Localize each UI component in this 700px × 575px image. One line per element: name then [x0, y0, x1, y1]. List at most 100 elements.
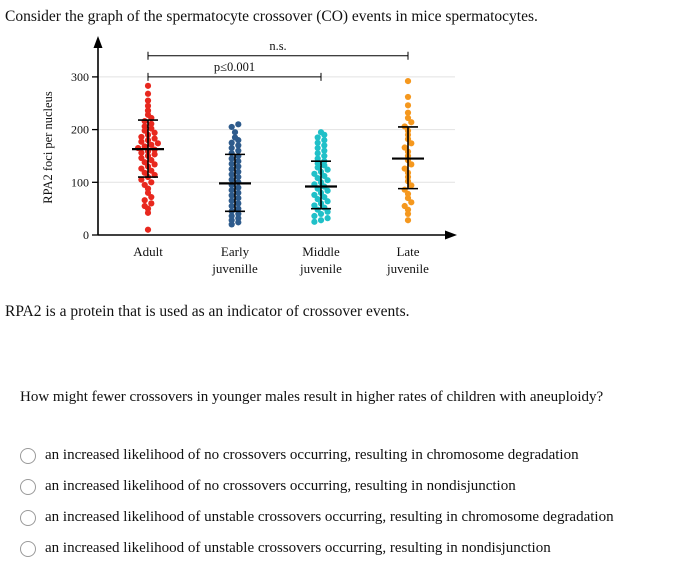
data-point: [228, 187, 235, 194]
data-point: [138, 154, 145, 162]
data-point: [235, 173, 242, 181]
data-point: [228, 192, 235, 199]
data-point: [151, 129, 158, 136]
data-point: [148, 125, 155, 132]
data-point: [401, 165, 408, 172]
data-point: [311, 170, 318, 177]
data-point: [144, 97, 152, 104]
radio-button[interactable]: [20, 540, 36, 557]
answer-label: an increased likelihood of unstable cros…: [45, 540, 551, 556]
data-point: [141, 159, 148, 166]
data-point: [231, 129, 239, 136]
data-point: [321, 137, 328, 144]
data-point: [408, 119, 415, 126]
data-point: [148, 193, 155, 201]
y-tick-label: 200: [71, 123, 89, 137]
x-category-label: juvenille: [211, 261, 258, 276]
data-point: [228, 212, 235, 220]
data-point: [321, 193, 328, 201]
data-point: [317, 210, 325, 218]
data-point: [314, 144, 321, 152]
data-point: [148, 200, 155, 207]
data-point: [141, 181, 148, 189]
data-point: [324, 215, 331, 222]
data-point: [321, 142, 328, 149]
data-point: [138, 176, 145, 183]
data-point: [317, 129, 325, 136]
data-point: [141, 169, 148, 176]
data-point: [141, 118, 148, 125]
data-point: [404, 190, 412, 197]
data-point: [148, 179, 155, 186]
data-point: [144, 107, 152, 114]
x-category-label: Adult: [133, 244, 163, 259]
data-point: [321, 172, 328, 180]
data-point: [231, 134, 239, 141]
significance-label: n.s.: [269, 39, 286, 53]
significance-label: p≤0.001: [214, 60, 255, 74]
rpa2-note: RPA2 is a protein that is used as an ind…: [5, 303, 410, 320]
rpa2-scatter-chart: p≤0.001 n.s. 0 100 200 300 RPA2 foci per nucl…: [41, 36, 457, 276]
answer-label: an increased likelihood of no crossovers…: [45, 447, 579, 463]
data-point: [228, 144, 235, 152]
data-point: [404, 114, 412, 122]
data-point: [321, 152, 328, 160]
radio-button[interactable]: [20, 447, 36, 464]
data-point: [235, 121, 242, 128]
x-category-label: Late: [396, 244, 419, 259]
answer-option[interactable]: an increased likelihood of no crossovers…: [20, 440, 614, 471]
data-point: [235, 163, 242, 170]
data-point: [235, 147, 242, 154]
data-point: [408, 182, 415, 189]
data-point: [235, 200, 242, 207]
question-text: How might fewer crossovers in younger ma…: [20, 389, 604, 405]
answer-option[interactable]: an increased likelihood of no crossovers…: [20, 471, 614, 502]
data-point: [324, 198, 331, 205]
data-point: [228, 139, 235, 146]
data-point: [138, 138, 145, 145]
data-point: [408, 140, 415, 147]
data-point: [144, 82, 152, 89]
data-point: [324, 187, 331, 194]
radio-button[interactable]: [20, 509, 36, 526]
data-point: [151, 161, 158, 168]
answer-label: an increased likelihood of unstable cros…: [45, 509, 614, 525]
y-axis-arrow: [93, 36, 103, 48]
data-point: [314, 196, 321, 203]
answer-option[interactable]: an increased likelihood of unstable cros…: [20, 533, 614, 564]
data-point: [317, 217, 325, 224]
data-point: [314, 155, 321, 162]
y-tick-label: 300: [71, 70, 89, 84]
data-point: [228, 176, 235, 183]
data-point: [235, 158, 242, 165]
x-category-label: juvenile: [299, 261, 342, 276]
answer-option[interactable]: an increased likelihood of unstable cros…: [20, 502, 614, 533]
data-point: [321, 147, 328, 154]
x-category-label: Middle: [302, 244, 340, 259]
data-point: [404, 217, 412, 224]
data-point: [408, 199, 415, 206]
data-point: [408, 161, 415, 168]
data-point: [154, 140, 161, 147]
data-point: [314, 174, 321, 182]
data-point: [138, 165, 145, 172]
data-point: [228, 197, 235, 204]
data-point: [404, 102, 412, 109]
data-point: [228, 166, 235, 173]
data-point: [311, 218, 318, 225]
data-point: [404, 109, 412, 116]
data-point: [235, 205, 242, 212]
radio-button[interactable]: [20, 478, 36, 495]
data-point: [151, 135, 158, 142]
data-point: [148, 157, 155, 164]
data-point: [311, 191, 318, 199]
x-category-label: juvenile: [386, 261, 429, 276]
data-point: [311, 212, 318, 220]
x-category-label: Early: [221, 244, 250, 259]
data-point: [314, 134, 321, 141]
data-point: [404, 93, 412, 101]
intro-text: Consider the graph of the spermatocyte c…: [5, 8, 538, 25]
data-point: [235, 142, 242, 149]
data-point: [235, 184, 242, 191]
data-point: [228, 171, 235, 178]
